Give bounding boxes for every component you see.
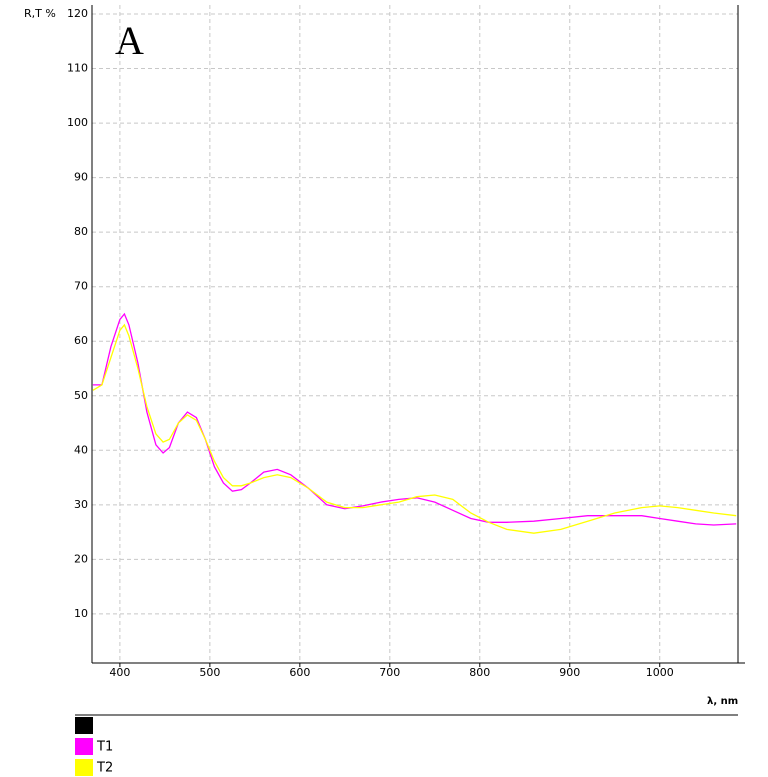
y-tick-label: 80 <box>74 225 88 238</box>
y-tick-label: 30 <box>74 498 88 511</box>
x-axis-label: λ, nm <box>707 696 738 707</box>
y-tick-label: 120 <box>67 7 88 20</box>
x-tick-label: 600 <box>289 666 310 679</box>
x-tick-label: 700 <box>379 666 400 679</box>
y-tick-label: 60 <box>74 334 88 347</box>
legend-label: T2 <box>96 761 113 776</box>
y-tick-label: 20 <box>74 552 88 565</box>
y-tick-label: 40 <box>74 443 88 456</box>
x-tick-label: 1000 <box>646 666 674 679</box>
x-tick-label: 900 <box>559 666 580 679</box>
annotation: A <box>115 18 144 63</box>
x-tick-label: 400 <box>109 666 130 679</box>
data-line <box>92 312 737 526</box>
y-tick-label: 110 <box>67 62 88 75</box>
y-tick-label: 70 <box>74 280 88 293</box>
legend-swatch <box>75 738 93 755</box>
legend-swatch <box>75 759 93 776</box>
y-tick-label: 50 <box>74 389 88 402</box>
x-tick-label: 800 <box>469 666 490 679</box>
legend-swatch <box>75 717 93 734</box>
y-tick-label: 10 <box>74 607 88 620</box>
y-tick-label: 90 <box>74 171 88 184</box>
y-tick-label: 100 <box>67 116 88 129</box>
x-tick-label: 500 <box>199 666 220 679</box>
legend-label: T1 <box>96 740 113 755</box>
y-axis-label: R,T % <box>24 7 56 20</box>
data-line <box>92 323 737 534</box>
